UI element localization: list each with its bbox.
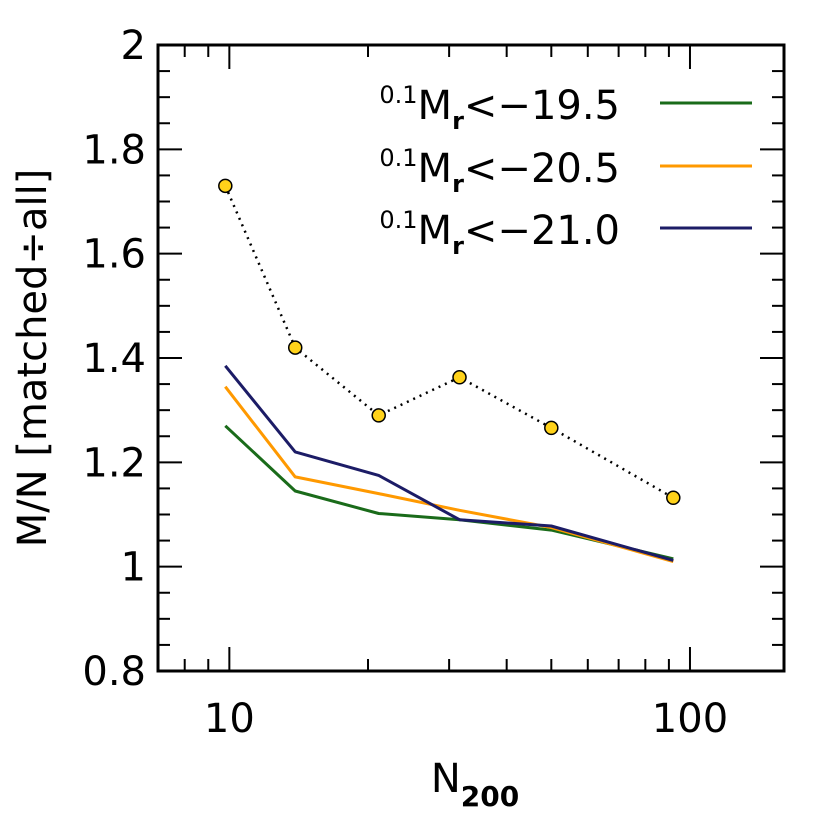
legend-entry: 0.1Mr<−21.0 xyxy=(379,206,752,260)
legend-entry: 0.1Mr<−19.5 xyxy=(379,81,752,135)
y-tick-label: 1 xyxy=(121,545,146,591)
data-point xyxy=(666,490,681,506)
y-tick-label: 1.4 xyxy=(82,336,146,382)
y-tick-label: 1.8 xyxy=(82,127,146,173)
series-line-2 xyxy=(224,385,674,563)
legend-label: 0.1Mr<−21.0 xyxy=(379,206,620,260)
legend-entry: 0.1Mr<−20.5 xyxy=(379,144,752,198)
legend-label: 0.1Mr<−20.5 xyxy=(379,144,620,198)
legend-label: 0.1Mr<−19.5 xyxy=(379,81,620,135)
tick-layer xyxy=(157,44,784,672)
y-tick-label: 2 xyxy=(121,23,146,69)
plot-frame xyxy=(156,43,786,673)
y-tick-label: 0.8 xyxy=(82,649,146,695)
data-point xyxy=(287,340,303,355)
data-point xyxy=(452,370,467,385)
label-layer: 0.8 1 1.2 1.4 1.6 1.8 2 10 100 N200 M/N [matched÷a… xyxy=(10,23,728,813)
x-tick-label: 100 xyxy=(652,696,728,742)
legend: 0.1Mr<−19.5 0.1Mr<−20.5 0.1Mr<−21.0 xyxy=(379,81,752,260)
y-tick-label: 1.2 xyxy=(82,440,146,486)
data-point xyxy=(218,178,233,194)
data-point xyxy=(371,408,386,423)
series-line-1 xyxy=(224,424,674,561)
y-tick-label: 1.6 xyxy=(82,232,146,278)
x-tick-label: 10 xyxy=(204,696,255,742)
y-axis-title: M/N [matched÷all] xyxy=(10,169,56,548)
marker-layer xyxy=(218,178,681,506)
data-point xyxy=(544,420,559,436)
series-layer xyxy=(224,185,674,563)
x-axis-title: N200 xyxy=(431,756,519,813)
series-line-3 xyxy=(224,364,674,562)
